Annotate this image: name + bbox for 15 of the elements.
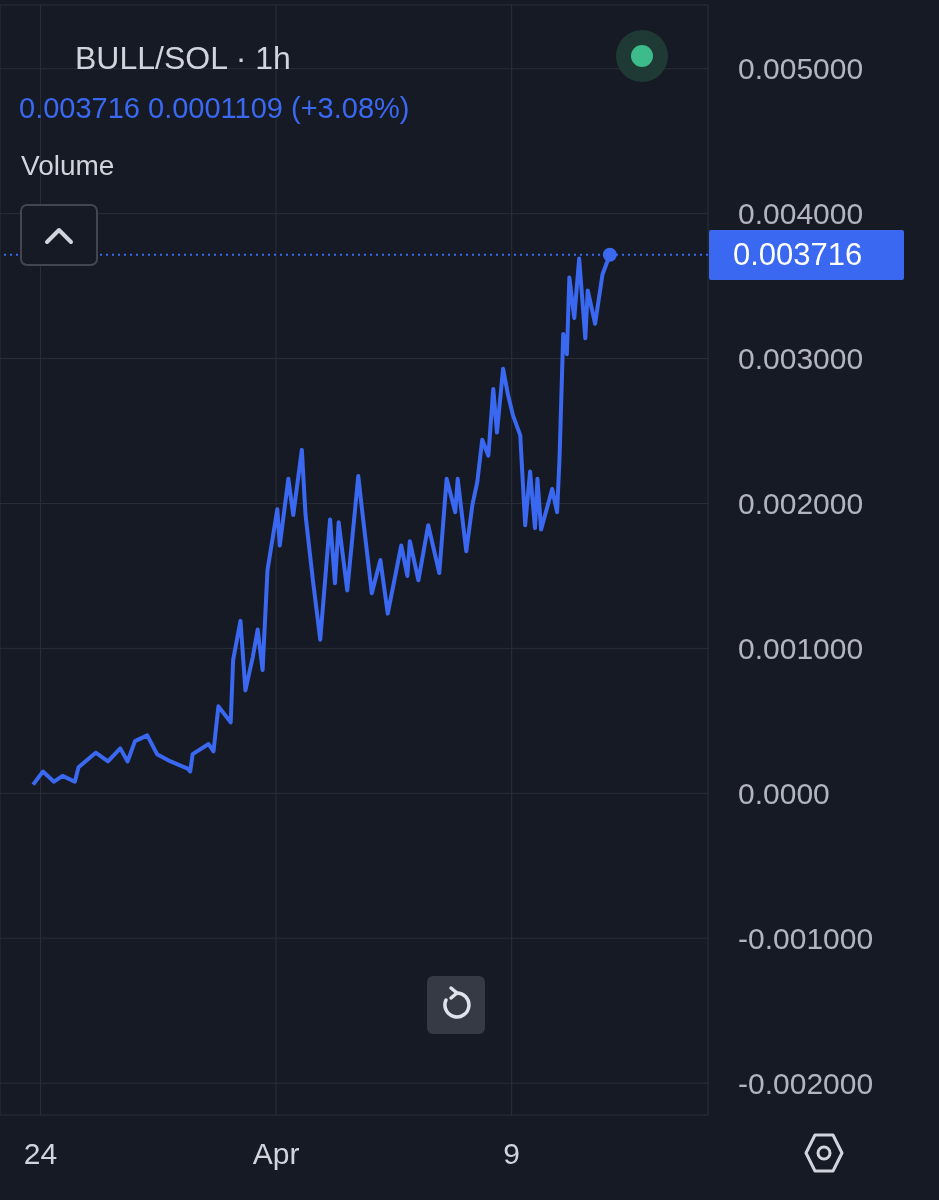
text: BULL/SOL · 1h bbox=[75, 40, 291, 76]
x-tick-label: 9 bbox=[503, 1137, 521, 1171]
x-tick-label: Apr bbox=[252, 1137, 300, 1171]
text: 0.003716 0.0001109 (+3.08%) bbox=[19, 92, 410, 124]
annotation: Volume bbox=[21, 150, 115, 181]
y-tick-label: 0.003000 bbox=[738, 342, 864, 376]
ref-line-label: 0.003716 bbox=[733, 236, 863, 272]
y-tick-label: 0.0000 bbox=[738, 776, 830, 810]
y-tick-label: 0.004000 bbox=[738, 197, 864, 231]
y-tick-label: 0.002000 bbox=[738, 487, 864, 521]
x-tick-label: 24 bbox=[23, 1137, 58, 1171]
y-tick-label: -0.002000 bbox=[738, 1066, 874, 1100]
y-tick-label: 0.001000 bbox=[738, 632, 864, 666]
y-tick-label: -0.001000 bbox=[738, 921, 874, 955]
y-tick-label: 0.005000 bbox=[738, 52, 864, 86]
